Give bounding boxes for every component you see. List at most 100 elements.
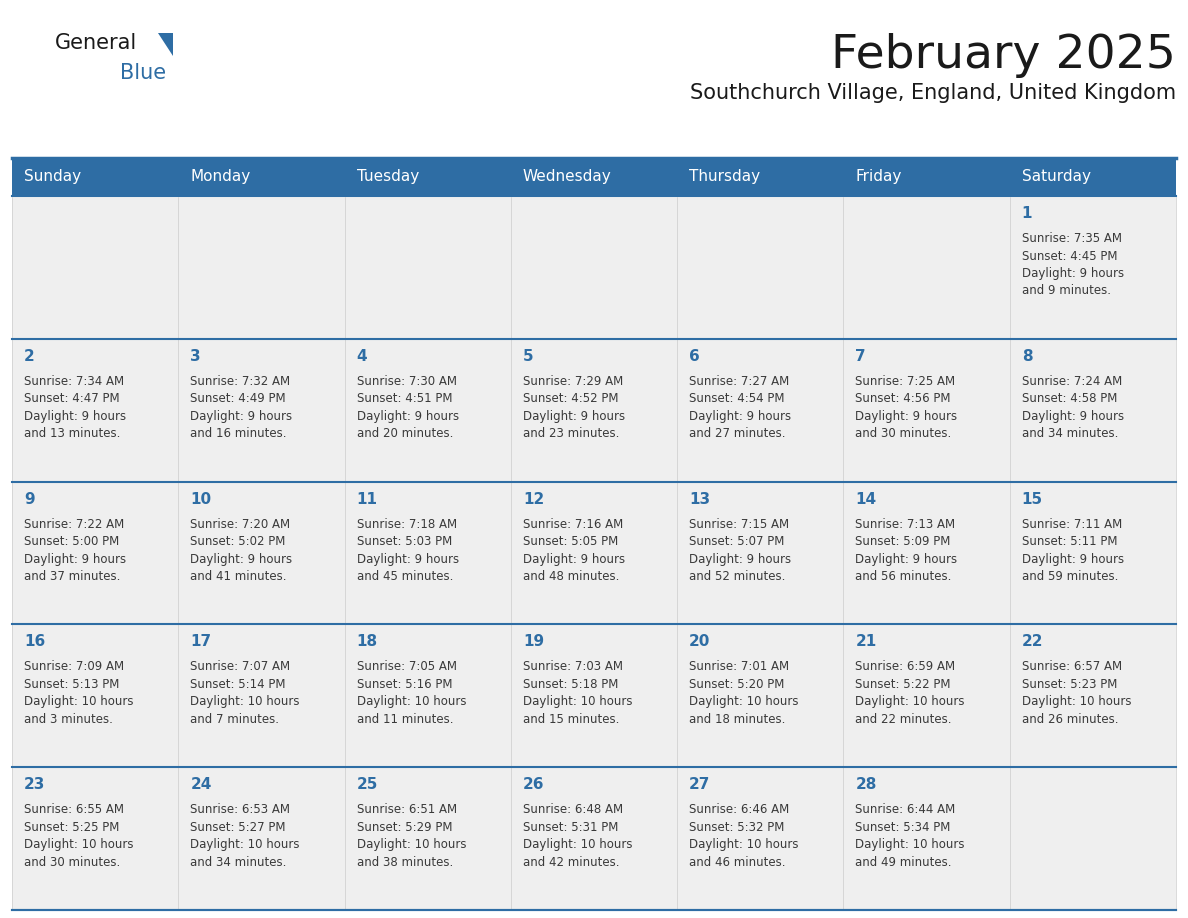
Bar	[843, 196, 1010, 339]
Text: Sunrise: 7:32 AM
Sunset: 4:49 PM
Daylight: 9 hours
and 16 minutes.: Sunrise: 7:32 AM Sunset: 4:49 PM Dayligh…	[190, 375, 292, 441]
Text: 27: 27	[689, 778, 710, 792]
Bar	[511, 482, 677, 624]
Text: Wednesday: Wednesday	[523, 170, 612, 185]
Text: 9: 9	[24, 492, 34, 507]
Bar	[345, 767, 511, 910]
Text: Saturday: Saturday	[1022, 170, 1091, 185]
Text: 20: 20	[689, 634, 710, 649]
Text: Sunrise: 7:07 AM
Sunset: 5:14 PM
Daylight: 10 hours
and 7 minutes.: Sunrise: 7:07 AM Sunset: 5:14 PM Dayligh…	[190, 660, 299, 726]
Polygon shape	[158, 33, 173, 56]
Bar	[12, 482, 178, 624]
Text: Sunrise: 6:51 AM
Sunset: 5:29 PM
Daylight: 10 hours
and 38 minutes.: Sunrise: 6:51 AM Sunset: 5:29 PM Dayligh…	[356, 803, 466, 868]
Bar	[677, 158, 843, 196]
Bar	[178, 158, 345, 196]
Text: Friday: Friday	[855, 170, 902, 185]
Text: 14: 14	[855, 492, 877, 507]
Text: Southchurch Village, England, United Kingdom: Southchurch Village, England, United Kin…	[690, 83, 1176, 103]
Bar	[511, 767, 677, 910]
Bar	[843, 158, 1010, 196]
Text: Sunrise: 7:29 AM
Sunset: 4:52 PM
Daylight: 9 hours
and 23 minutes.: Sunrise: 7:29 AM Sunset: 4:52 PM Dayligh…	[523, 375, 625, 441]
Bar	[178, 339, 345, 482]
Text: Sunrise: 7:35 AM
Sunset: 4:45 PM
Daylight: 9 hours
and 9 minutes.: Sunrise: 7:35 AM Sunset: 4:45 PM Dayligh…	[1022, 232, 1124, 297]
Text: Sunrise: 7:13 AM
Sunset: 5:09 PM
Daylight: 9 hours
and 56 minutes.: Sunrise: 7:13 AM Sunset: 5:09 PM Dayligh…	[855, 518, 958, 583]
Text: Sunrise: 6:59 AM
Sunset: 5:22 PM
Daylight: 10 hours
and 22 minutes.: Sunrise: 6:59 AM Sunset: 5:22 PM Dayligh…	[855, 660, 965, 726]
Bar	[843, 767, 1010, 910]
Text: 5: 5	[523, 349, 533, 364]
Text: Sunrise: 7:09 AM
Sunset: 5:13 PM
Daylight: 10 hours
and 3 minutes.: Sunrise: 7:09 AM Sunset: 5:13 PM Dayligh…	[24, 660, 133, 726]
Bar	[12, 196, 178, 339]
Text: Sunday: Sunday	[24, 170, 81, 185]
Bar	[511, 196, 677, 339]
Text: Sunrise: 7:20 AM
Sunset: 5:02 PM
Daylight: 9 hours
and 41 minutes.: Sunrise: 7:20 AM Sunset: 5:02 PM Dayligh…	[190, 518, 292, 583]
Bar	[511, 624, 677, 767]
Bar	[677, 767, 843, 910]
Bar	[511, 158, 677, 196]
Text: 8: 8	[1022, 349, 1032, 364]
Bar	[178, 767, 345, 910]
Text: Sunrise: 7:16 AM
Sunset: 5:05 PM
Daylight: 9 hours
and 48 minutes.: Sunrise: 7:16 AM Sunset: 5:05 PM Dayligh…	[523, 518, 625, 583]
Bar	[1010, 767, 1176, 910]
Bar	[1010, 339, 1176, 482]
Text: February 2025: February 2025	[832, 33, 1176, 78]
Text: Sunrise: 7:05 AM
Sunset: 5:16 PM
Daylight: 10 hours
and 11 minutes.: Sunrise: 7:05 AM Sunset: 5:16 PM Dayligh…	[356, 660, 466, 726]
Text: 6: 6	[689, 349, 700, 364]
Bar	[677, 196, 843, 339]
Text: Sunrise: 7:25 AM
Sunset: 4:56 PM
Daylight: 9 hours
and 30 minutes.: Sunrise: 7:25 AM Sunset: 4:56 PM Dayligh…	[855, 375, 958, 441]
Bar	[345, 158, 511, 196]
Text: 24: 24	[190, 778, 211, 792]
Text: 22: 22	[1022, 634, 1043, 649]
Bar	[12, 767, 178, 910]
Text: Sunrise: 7:24 AM
Sunset: 4:58 PM
Daylight: 9 hours
and 34 minutes.: Sunrise: 7:24 AM Sunset: 4:58 PM Dayligh…	[1022, 375, 1124, 441]
Text: 17: 17	[190, 634, 211, 649]
Text: 7: 7	[855, 349, 866, 364]
Text: 1: 1	[1022, 206, 1032, 221]
Bar	[1010, 158, 1176, 196]
Bar	[843, 482, 1010, 624]
Text: 26: 26	[523, 778, 544, 792]
Text: Sunrise: 6:46 AM
Sunset: 5:32 PM
Daylight: 10 hours
and 46 minutes.: Sunrise: 6:46 AM Sunset: 5:32 PM Dayligh…	[689, 803, 798, 868]
Text: 11: 11	[356, 492, 378, 507]
Bar	[677, 339, 843, 482]
Text: 3: 3	[190, 349, 201, 364]
Text: Monday: Monday	[190, 170, 251, 185]
Text: 12: 12	[523, 492, 544, 507]
Text: Sunrise: 6:44 AM
Sunset: 5:34 PM
Daylight: 10 hours
and 49 minutes.: Sunrise: 6:44 AM Sunset: 5:34 PM Dayligh…	[855, 803, 965, 868]
Bar	[178, 196, 345, 339]
Bar	[178, 624, 345, 767]
Bar	[12, 158, 178, 196]
Text: Blue: Blue	[120, 63, 166, 83]
Text: Sunrise: 7:30 AM
Sunset: 4:51 PM
Daylight: 9 hours
and 20 minutes.: Sunrise: 7:30 AM Sunset: 4:51 PM Dayligh…	[356, 375, 459, 441]
Text: 28: 28	[855, 778, 877, 792]
Text: Sunrise: 6:48 AM
Sunset: 5:31 PM
Daylight: 10 hours
and 42 minutes.: Sunrise: 6:48 AM Sunset: 5:31 PM Dayligh…	[523, 803, 632, 868]
Bar	[345, 482, 511, 624]
Bar	[345, 196, 511, 339]
Text: Sunrise: 7:22 AM
Sunset: 5:00 PM
Daylight: 9 hours
and 37 minutes.: Sunrise: 7:22 AM Sunset: 5:00 PM Dayligh…	[24, 518, 126, 583]
Text: Sunrise: 7:18 AM
Sunset: 5:03 PM
Daylight: 9 hours
and 45 minutes.: Sunrise: 7:18 AM Sunset: 5:03 PM Dayligh…	[356, 518, 459, 583]
Text: Sunrise: 7:11 AM
Sunset: 5:11 PM
Daylight: 9 hours
and 59 minutes.: Sunrise: 7:11 AM Sunset: 5:11 PM Dayligh…	[1022, 518, 1124, 583]
Text: Thursday: Thursday	[689, 170, 760, 185]
Bar	[12, 339, 178, 482]
Text: 4: 4	[356, 349, 367, 364]
Bar	[1010, 196, 1176, 339]
Text: Sunrise: 7:27 AM
Sunset: 4:54 PM
Daylight: 9 hours
and 27 minutes.: Sunrise: 7:27 AM Sunset: 4:54 PM Dayligh…	[689, 375, 791, 441]
Text: Tuesday: Tuesday	[356, 170, 419, 185]
Bar	[12, 624, 178, 767]
Text: 19: 19	[523, 634, 544, 649]
Text: Sunrise: 6:55 AM
Sunset: 5:25 PM
Daylight: 10 hours
and 30 minutes.: Sunrise: 6:55 AM Sunset: 5:25 PM Dayligh…	[24, 803, 133, 868]
Text: 13: 13	[689, 492, 710, 507]
Text: General: General	[55, 33, 138, 53]
Bar	[843, 339, 1010, 482]
Bar	[345, 624, 511, 767]
Bar	[1010, 624, 1176, 767]
Text: 16: 16	[24, 634, 45, 649]
Bar	[511, 339, 677, 482]
Bar	[178, 482, 345, 624]
Text: Sunrise: 6:53 AM
Sunset: 5:27 PM
Daylight: 10 hours
and 34 minutes.: Sunrise: 6:53 AM Sunset: 5:27 PM Dayligh…	[190, 803, 299, 868]
Bar	[345, 339, 511, 482]
Text: Sunrise: 7:03 AM
Sunset: 5:18 PM
Daylight: 10 hours
and 15 minutes.: Sunrise: 7:03 AM Sunset: 5:18 PM Dayligh…	[523, 660, 632, 726]
Bar	[677, 624, 843, 767]
Bar	[1010, 482, 1176, 624]
Text: Sunrise: 7:01 AM
Sunset: 5:20 PM
Daylight: 10 hours
and 18 minutes.: Sunrise: 7:01 AM Sunset: 5:20 PM Dayligh…	[689, 660, 798, 726]
Text: Sunrise: 6:57 AM
Sunset: 5:23 PM
Daylight: 10 hours
and 26 minutes.: Sunrise: 6:57 AM Sunset: 5:23 PM Dayligh…	[1022, 660, 1131, 726]
Text: Sunrise: 7:15 AM
Sunset: 5:07 PM
Daylight: 9 hours
and 52 minutes.: Sunrise: 7:15 AM Sunset: 5:07 PM Dayligh…	[689, 518, 791, 583]
